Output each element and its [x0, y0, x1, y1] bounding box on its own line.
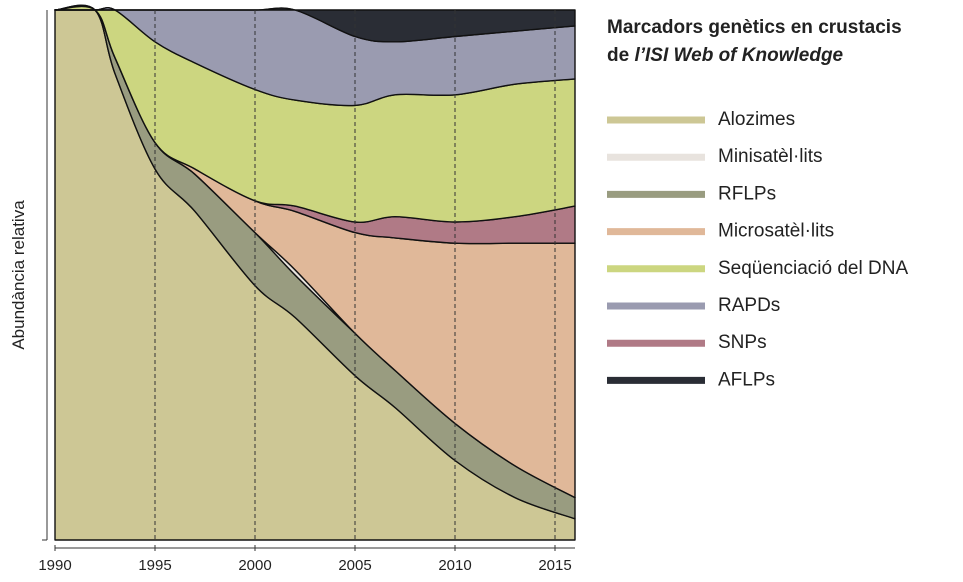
x-tick-label: 1990	[38, 557, 71, 574]
x-tick-label: 2005	[338, 557, 371, 574]
legend-label: Microsatèl·lits	[718, 221, 834, 242]
title-line: Marcadors genètics en crustacis	[607, 17, 902, 38]
legend-label: Alozimes	[718, 109, 795, 130]
legend-label: AFLPs	[718, 369, 775, 390]
legend-label: RFLPs	[718, 183, 776, 204]
y-axis-label: Abundància relativa	[9, 200, 28, 350]
chart-title: de l’ISI Web of Knowledge	[607, 45, 844, 66]
area	[54, 7, 576, 43]
title-line: de	[607, 45, 629, 66]
legend-label: SNPs	[718, 332, 767, 353]
x-tick-label: 2015	[538, 557, 571, 574]
x-tick-label: 2010	[438, 557, 471, 574]
legend-label: Minisatèl·lits	[718, 146, 823, 167]
title-source: l’ISI Web of Knowledge	[634, 45, 843, 66]
x-tick-label: 2000	[238, 557, 271, 574]
chart-title: Marcadors genètics en crustacis	[607, 17, 902, 38]
legend-label: RAPDs	[718, 295, 780, 316]
legend-label: Seqüenciació del DNA	[718, 258, 908, 279]
x-tick-label: 1995	[138, 557, 171, 574]
